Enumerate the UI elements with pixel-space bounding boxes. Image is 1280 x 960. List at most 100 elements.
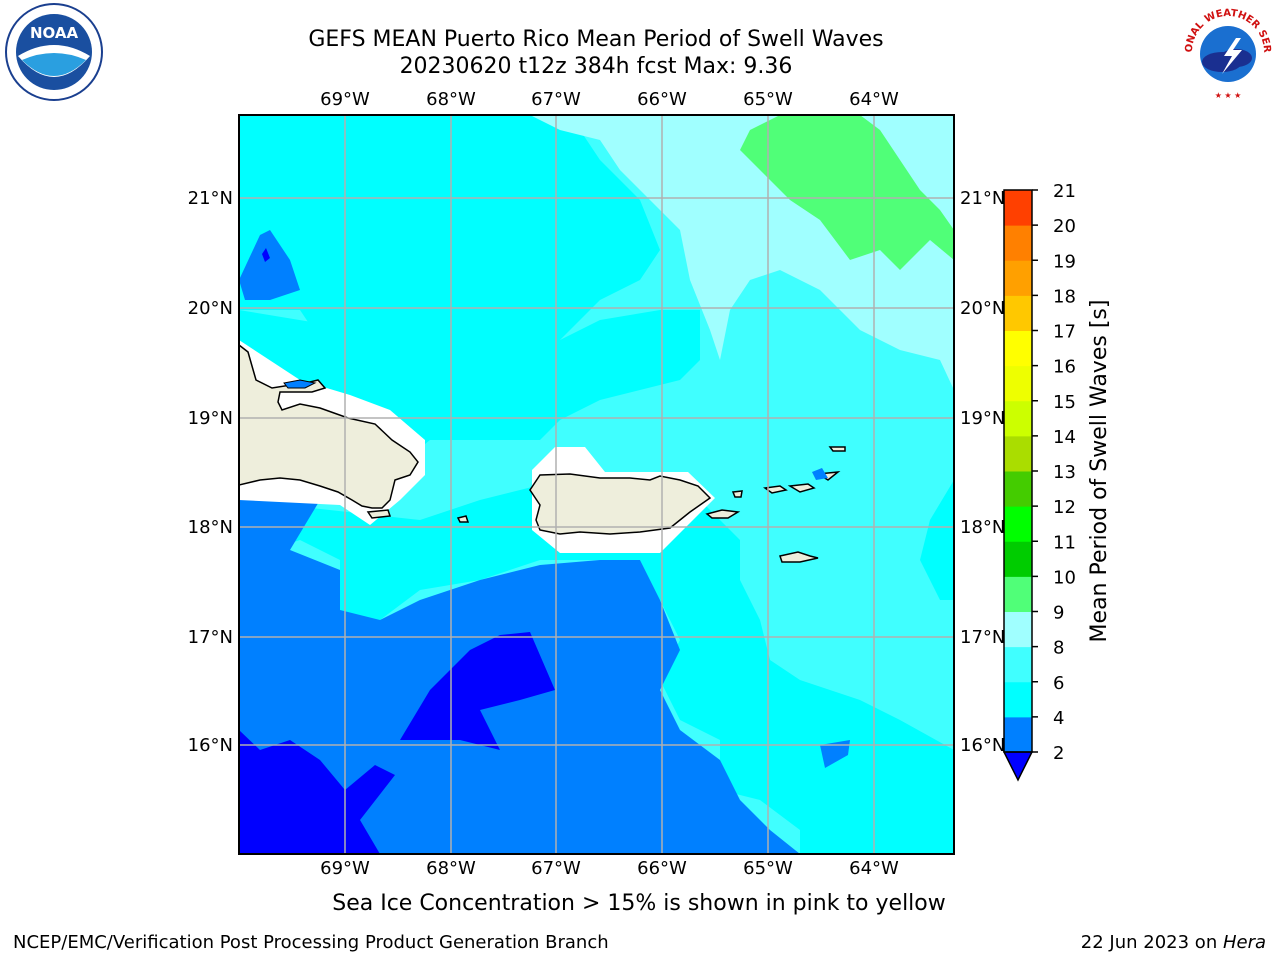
svg-text:★ ★ ★: ★ ★ ★ (1215, 91, 1242, 100)
colorbar-extend-triangle (1002, 751, 1034, 782)
lat-label-left: 20°N (188, 298, 233, 319)
land-puerto-rico (529, 473, 712, 535)
lat-label-right: 19°N (960, 408, 1005, 429)
colorbar-tick-label: 13 (1053, 462, 1076, 483)
contour-vi-blue (812, 468, 828, 480)
lat-label-right: 18°N (960, 517, 1005, 538)
colorbar-segment (1004, 646, 1032, 683)
colorbar-tick-label: 18 (1053, 286, 1076, 307)
lon-label-bottom: 69°W (320, 858, 370, 879)
lat-labels-right: 21°N 20°N 19°N 18°N 17°N 16°N (960, 188, 1005, 756)
colorbar-segment (1004, 506, 1032, 542)
lon-label-bottom: 67°W (531, 858, 581, 879)
sea-ice-note-text: Sea Ice Concentration > 15% is shown in … (332, 891, 946, 916)
contour-2-4-se (820, 740, 850, 768)
land-hispaniola (239, 344, 419, 509)
contour-lt-2-b (239, 730, 395, 854)
colorbar-segment (1004, 435, 1032, 472)
lon-labels-bottom: 69°W 68°W 67°W 66°W 65°W 64°W (320, 858, 899, 879)
land-hispaniola-islet (366, 509, 392, 519)
colorbar-label: Mean Period of Swell Waves [s] (1087, 300, 1112, 643)
contour-9-10 (740, 115, 954, 270)
colorbar-segment (1004, 225, 1032, 261)
lat-label-left: 21°N (188, 188, 233, 209)
lat-label-right: 20°N (960, 298, 1005, 319)
lon-label-bottom: 64°W (849, 858, 899, 879)
colorbar-tick-label: 9 (1053, 603, 1064, 624)
footer-date-text: 22 Jun 2023 on (1080, 932, 1223, 953)
contour-2-4-nw (239, 230, 300, 300)
colorbar-tick-label: 15 (1053, 392, 1076, 413)
colorbar-tick-label: 8 (1053, 638, 1064, 659)
colorbar-segment (1004, 611, 1032, 648)
chart-subtitle: 20230620 t12z 384h fcst Max: 9.36 (399, 54, 793, 79)
lat-label-left: 17°N (188, 627, 233, 648)
colorbar-segment (1004, 190, 1032, 226)
gridlines (239, 115, 954, 854)
colorbar-segment (1004, 260, 1032, 296)
contour-4-6-east (920, 480, 954, 600)
lat-label-right: 17°N (960, 627, 1005, 648)
colorbar-segment (1004, 716, 1032, 753)
colorbar-tick-label: 14 (1053, 427, 1076, 448)
lat-labels-left: 21°N 20°N 19°N 18°N 17°N 16°N (188, 188, 233, 756)
lon-label-bottom: 68°W (426, 858, 476, 879)
colorbar-tick-label: 20 (1053, 216, 1076, 237)
lon-label-bottom: 65°W (743, 858, 793, 879)
lon-label-top: 67°W (531, 89, 581, 110)
colorbar-tick-label: 19 (1053, 251, 1076, 272)
colorbar-tick-label: 10 (1053, 567, 1076, 588)
colorbar-segment (1004, 400, 1032, 437)
lat-label-left: 16°N (188, 735, 233, 756)
colorbar-segment (1004, 471, 1032, 507)
lon-label-top: 66°W (637, 89, 687, 110)
colorbar-tick-label: 12 (1053, 497, 1076, 518)
footer-credit: NCEP/EMC/Verification Post Processing Pr… (13, 932, 609, 953)
land-mona (456, 515, 470, 523)
colorbar-segment (1004, 681, 1032, 718)
footer-date: 22 Jun 2023 on Hera (1081, 932, 1266, 953)
colorbar-tick-label: 6 (1053, 673, 1064, 694)
lon-label-bottom: 66°W (637, 858, 687, 879)
colorbar-tick-label: 17 (1053, 322, 1076, 343)
lat-label-right: 16°N (960, 735, 1005, 756)
sea-ice-note: Sea Ice Concentration > 15% is shown in … (0, 891, 1280, 916)
map-frame (238, 114, 955, 855)
noaa-logo-text: NOAA (30, 24, 79, 42)
land-tortola (787, 483, 816, 493)
contour-field (239, 115, 954, 854)
land-vieques (705, 509, 741, 519)
colorbar-segment (1004, 576, 1032, 612)
colorbar-tick-label: 2 (1053, 743, 1064, 764)
lat-label-right: 21°N (960, 188, 1005, 209)
lat-label-left: 18°N (188, 517, 233, 538)
colorbar-segment (1004, 365, 1032, 402)
colorbar-tick-label: 11 (1053, 532, 1076, 553)
colorbar-segment (1004, 295, 1032, 331)
nws-logo: NATIONAL WEATHER SERVICE ★ ★ ★ (1178, 2, 1276, 100)
chart-title: GEFS MEAN Puerto Rico Mean Period of Swe… (308, 27, 884, 52)
lon-labels-top: 69°W 68°W 67°W 66°W 65°W 64°W (320, 89, 899, 110)
land-anegada (828, 446, 846, 452)
lon-label-top: 68°W (426, 89, 476, 110)
land-st-thomas (763, 485, 788, 494)
contour-lt-2-a (400, 632, 555, 750)
lon-label-top: 69°W (320, 89, 370, 110)
colorbar-tick-label: 21 (1053, 181, 1076, 202)
land-st-croix (779, 551, 819, 563)
land-culebra (731, 490, 743, 498)
contour-4-6-mid (239, 480, 954, 854)
lon-label-top: 65°W (743, 89, 793, 110)
colorbar-tick-label: 4 (1053, 708, 1064, 729)
colorbar-segment (1004, 541, 1032, 577)
lat-label-left: 19°N (188, 408, 233, 429)
colorbar-tick-label: 16 (1053, 357, 1076, 378)
colorbar: 2 4 6 8 9 10 11 12 13 14 15 16 17 18 19 20 21 (1002, 181, 1076, 782)
footer-host: Hera (1222, 932, 1266, 953)
noaa-logo: NOAA (5, 3, 103, 101)
colorbar-segment (1004, 330, 1032, 367)
contour-lt-2-c (262, 248, 270, 262)
land-navassa (283, 379, 317, 389)
lon-label-top: 64°W (849, 89, 899, 110)
